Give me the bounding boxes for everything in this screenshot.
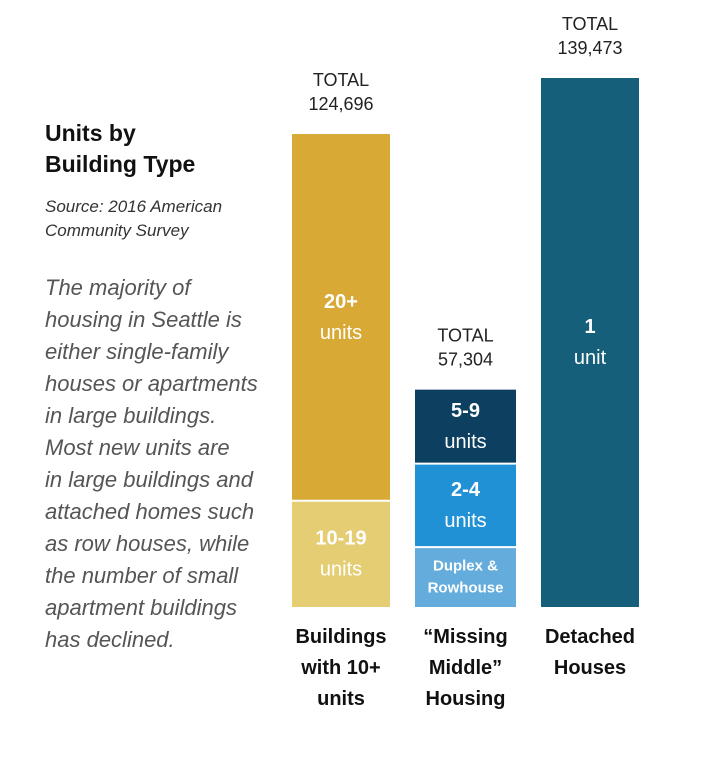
description-line: apartment buildings (45, 595, 238, 620)
category-label: Middle” (429, 657, 502, 679)
description-line: The majority of (45, 275, 191, 300)
chart-title: Units by Building Type (45, 118, 285, 180)
description-line: has declined. (45, 627, 175, 652)
chart-title-line: Units by (45, 120, 136, 146)
segment-label: units (320, 558, 362, 580)
category-label: Houses (554, 657, 626, 679)
total-label: TOTAL (562, 14, 618, 34)
category-label: Buildings (295, 626, 386, 648)
description-line: as row houses, while (45, 531, 250, 556)
bar-segment (292, 134, 390, 501)
description-line: housing in Seattle is (45, 307, 242, 332)
segment-label: Duplex & (433, 558, 498, 575)
source-line: Community Survey (45, 221, 189, 240)
segment-label: Rowhouse (428, 580, 504, 597)
bar-segment (415, 389, 516, 464)
category-label: units (317, 688, 365, 710)
total-label: TOTAL (437, 326, 493, 346)
description-line: Most new units are (45, 435, 230, 460)
description-line: the number of small (45, 563, 239, 588)
segment-label: 2-4 (451, 479, 481, 501)
segment-label: 20+ (324, 291, 358, 313)
chart-title-line: Building Type (45, 151, 196, 177)
segment-label: units (444, 510, 486, 532)
segment-label: unit (574, 347, 607, 369)
description-line: attached homes such (45, 499, 255, 524)
category-label: with 10+ (300, 657, 380, 679)
total-value: 57,304 (438, 350, 493, 370)
segment-label: 10-19 (315, 527, 366, 549)
description-line: either single-family (45, 339, 229, 364)
description-line: in large buildings and (45, 467, 253, 492)
category-label: Housing (426, 688, 506, 710)
description-text: The majority of housing in Seattle is ei… (45, 272, 285, 656)
segment-label: 1 (584, 316, 595, 338)
total-value: 124,696 (308, 94, 373, 114)
segment-label: units (320, 322, 362, 344)
total-label: TOTAL (313, 70, 369, 90)
category-label: Detached (545, 626, 635, 648)
description-line: houses or apartments (45, 371, 258, 396)
segment-label: 5-9 (451, 400, 480, 422)
total-value: 139,473 (557, 38, 622, 58)
category-label: “Missing (423, 626, 507, 648)
bar-segment (541, 78, 639, 607)
bar-segment (415, 547, 516, 607)
bar-segment (415, 463, 516, 548)
source-line: Source: 2016 American (45, 197, 223, 216)
segment-label: units (444, 431, 486, 453)
bar-segment (292, 500, 390, 607)
source-note: Source: 2016 American Community Survey (45, 195, 285, 243)
description-line: in large buildings. (45, 403, 217, 428)
